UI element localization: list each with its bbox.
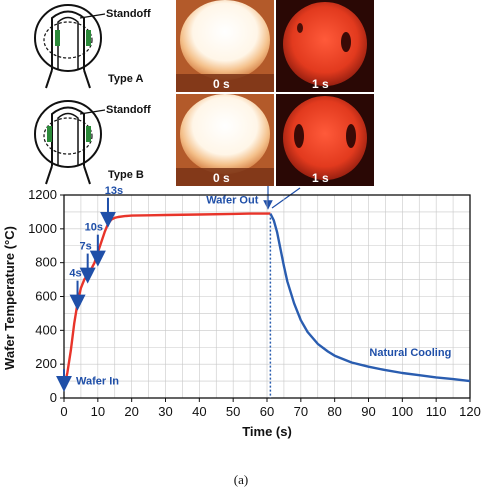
x-tick-label: 80 — [327, 404, 341, 419]
photo-hot-a: 0 s — [176, 0, 274, 92]
lamp-tube-outline — [51, 10, 85, 70]
time-4s-label: 4s — [69, 268, 81, 280]
x-ticks: 0 10 20 30 40 50 60 70 80 90 100 110 120 — [60, 398, 481, 419]
standoff-marker — [86, 126, 91, 142]
time-7s-label: 7s — [80, 241, 92, 253]
x-tick-label: 40 — [192, 404, 206, 419]
standoff-pointer — [79, 13, 106, 19]
x-tick-label: 90 — [361, 404, 375, 419]
wafer-in-label: Wafer In — [76, 375, 119, 387]
standoff-marker — [86, 30, 91, 46]
time-10s-label: 10s — [85, 222, 103, 234]
y-tick-label: 200 — [35, 356, 57, 371]
x-tick-label: 30 — [158, 404, 172, 419]
y-tick-label: 1000 — [28, 221, 57, 236]
type-label: Type A — [108, 73, 144, 85]
x-tick-label: 20 — [124, 404, 138, 419]
photo-time-label: 1 s — [312, 77, 329, 91]
chart: 0 200 400 600 800 1000 1200 0 10 20 30 40 50 60 70 80 9… — [2, 185, 481, 439]
y-tick-label: 600 — [35, 289, 57, 304]
y-tick-label: 400 — [35, 322, 57, 337]
schematic-type-b: Standoff Type B — [34, 100, 151, 185]
rotation-path — [43, 117, 93, 155]
x-tick-label: 100 — [391, 404, 413, 419]
photo-time-label: 0 s — [213, 77, 230, 91]
time-13s-label: 13s — [105, 185, 123, 197]
lamp-tube-inner — [57, 16, 79, 70]
y-tick-label: 1200 — [28, 187, 57, 202]
lamp-tube-outline — [51, 106, 85, 166]
lamp-leg — [83, 69, 91, 89]
wafer-chamber-outline — [34, 4, 102, 72]
standoff-label: Standoff — [106, 104, 151, 116]
standoff-marker — [55, 30, 60, 46]
photo-hot-b: 0 s — [176, 94, 274, 186]
lamp-leg — [83, 165, 91, 185]
natural-cooling-label: Natural Cooling — [369, 347, 451, 359]
y-tick-label: 800 — [35, 255, 57, 270]
x-tick-label: 50 — [226, 404, 240, 419]
cooling-series-line — [269, 213, 471, 383]
y-axis-title: Wafer Temperature (°C) — [2, 226, 17, 370]
x-tick-label: 10 — [91, 404, 105, 419]
standoff-marker — [47, 126, 52, 142]
y-ticks: 0 200 400 600 800 1000 1200 — [28, 187, 64, 405]
figure-caption: (a) — [234, 472, 248, 487]
lamp-leg — [45, 165, 53, 185]
photo-dark-b: 1 s — [276, 94, 374, 186]
type-label: Type B — [108, 169, 144, 181]
x-tick-label: 60 — [260, 404, 274, 419]
grid-lines — [63, 194, 471, 399]
photo-dark-a: 1 s — [276, 0, 374, 92]
x-tick-label: 0 — [60, 404, 67, 419]
schematic-type-a: Standoff Type A — [34, 4, 151, 89]
photo-leader-line — [271, 187, 301, 209]
x-tick-label: 70 — [294, 404, 308, 419]
x-axis-title: Time (s) — [242, 424, 292, 439]
x-tick-label: 120 — [459, 404, 481, 419]
photo-time-label: 1 s — [312, 171, 329, 185]
x-tick-label: 110 — [426, 404, 447, 419]
wafer-chamber-outline — [34, 100, 102, 168]
rotation-path — [43, 21, 93, 59]
standoff-label: Standoff — [106, 8, 151, 20]
photo-time-label: 0 s — [213, 171, 230, 185]
standoff-pointer — [79, 109, 106, 115]
lamp-leg — [45, 69, 53, 89]
y-tick-label: 0 — [50, 390, 57, 405]
wafer-out-label: Wafer Out — [206, 195, 258, 207]
heating-series-line — [62, 212, 271, 389]
lamp-tube-inner — [57, 112, 79, 166]
annotations: Wafer In 4s 7s 10s 13s Wafer Out Natural Cooli… — [56, 185, 451, 392]
